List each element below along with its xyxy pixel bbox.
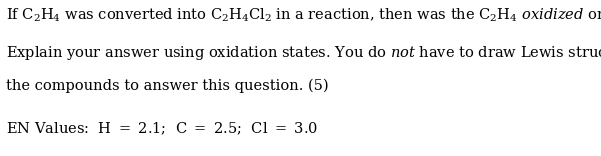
Text: If $\mathregular{C_2H_4}$ was converted into $\mathregular{C_2H_4Cl_2}$ in a rea: If $\mathregular{C_2H_4}$ was converted … [6,7,601,24]
Text: Explain your answer using oxidation states. You do $\it{not}$ have to draw Lewis: Explain your answer using oxidation stat… [6,44,601,62]
Text: EN Values:  H $=$ 2.1;  C $=$ 2.5;  Cl $=$ 3.0: EN Values: H $=$ 2.1; C $=$ 2.5; Cl $=$ … [6,120,319,137]
Text: the compounds to answer this question. (5): the compounds to answer this question. (… [6,79,329,93]
